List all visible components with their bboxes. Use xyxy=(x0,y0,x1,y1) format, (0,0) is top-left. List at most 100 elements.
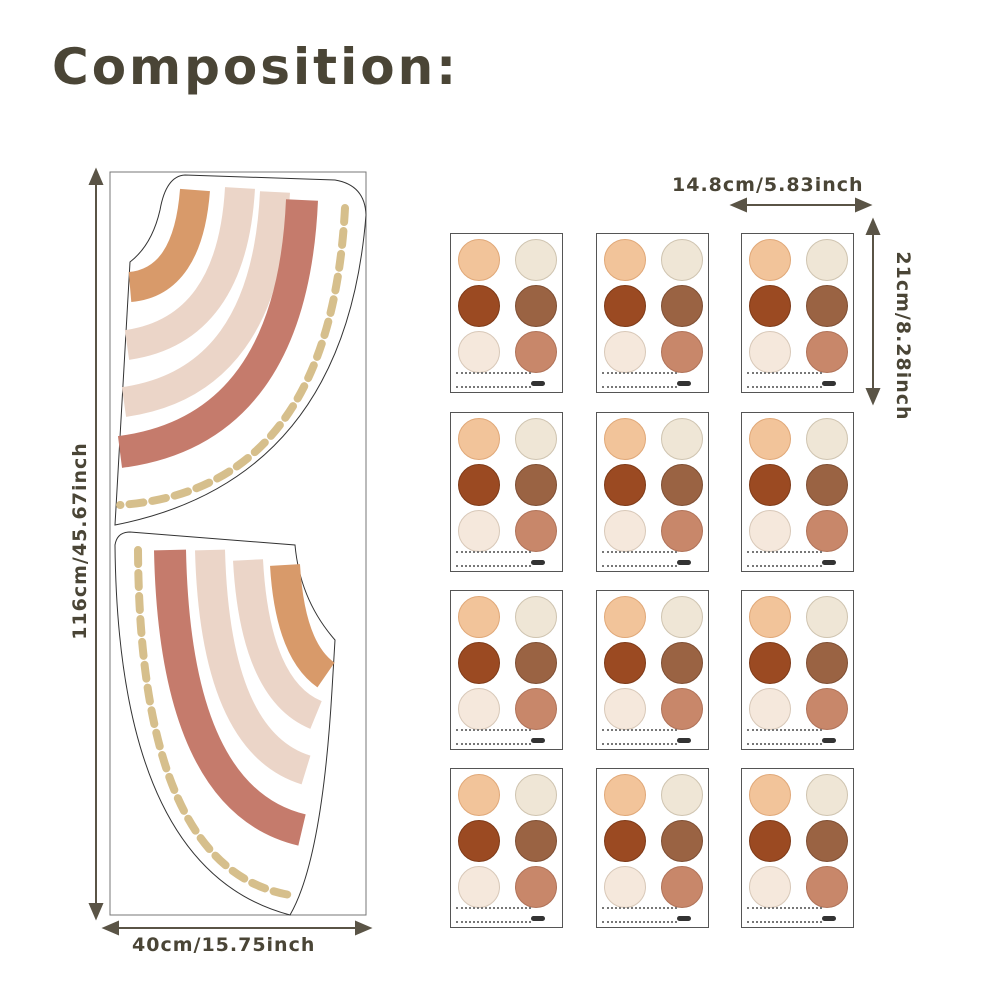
arc-red xyxy=(154,549,307,846)
dot-sticker xyxy=(661,418,703,460)
dot-sticker xyxy=(806,418,848,460)
arc-red xyxy=(117,199,318,468)
sheet-tag xyxy=(677,738,691,743)
dot-sheet xyxy=(596,768,709,928)
dot-sticker xyxy=(661,820,703,862)
arc-orange xyxy=(127,188,210,302)
dot-sheet xyxy=(741,233,854,393)
panel-frame xyxy=(109,171,367,916)
dot-sticker xyxy=(661,285,703,327)
sheet-tag xyxy=(677,560,691,565)
dot-sheet xyxy=(741,768,854,928)
sheet-tag xyxy=(531,738,545,743)
dot-sticker xyxy=(604,866,646,908)
dot-sheet xyxy=(450,412,563,572)
dot-sheet xyxy=(450,590,563,750)
dot-sticker xyxy=(515,239,557,281)
dot-sheet xyxy=(450,768,563,928)
dot-sticker xyxy=(515,596,557,638)
dot-sticker xyxy=(749,642,791,684)
fine-print xyxy=(602,372,677,388)
dot-sheet xyxy=(741,412,854,572)
dot-sticker xyxy=(458,331,500,373)
dot-sticker xyxy=(806,688,848,730)
sheet-tag xyxy=(531,560,545,565)
fine-print xyxy=(456,907,531,923)
arc-orange xyxy=(270,564,336,688)
dot-sticker xyxy=(458,774,500,816)
dot-sticker xyxy=(806,285,848,327)
sheet-tag xyxy=(822,916,836,921)
dot-sticker xyxy=(604,688,646,730)
dot-sheet xyxy=(741,590,854,750)
dot-sticker xyxy=(604,820,646,862)
dot-sticker xyxy=(661,596,703,638)
arc-pink xyxy=(233,559,323,729)
fine-print xyxy=(602,907,677,923)
fine-print xyxy=(456,372,531,388)
dot-sticker xyxy=(515,866,557,908)
dot-sticker xyxy=(604,418,646,460)
sheet-tag xyxy=(677,381,691,386)
arc-dashes xyxy=(134,546,294,899)
panel-height-label: 116cm/45.67inch xyxy=(69,442,91,640)
dot-sticker xyxy=(806,642,848,684)
dot-sheet xyxy=(596,590,709,750)
dot-sticker xyxy=(604,510,646,552)
dot-sticker xyxy=(806,331,848,373)
dot-sticker xyxy=(604,642,646,684)
dot-sticker xyxy=(515,820,557,862)
dot-sticker xyxy=(806,510,848,552)
dot-sticker xyxy=(515,688,557,730)
dot-sticker xyxy=(661,642,703,684)
dot-sticker xyxy=(806,820,848,862)
dot-sticker xyxy=(458,596,500,638)
dot-sticker xyxy=(458,820,500,862)
sheet-tag xyxy=(531,916,545,921)
dot-sticker xyxy=(806,596,848,638)
dot-sticker xyxy=(515,642,557,684)
fine-print xyxy=(747,729,822,745)
dot-sticker xyxy=(661,688,703,730)
dot-sticker xyxy=(515,418,557,460)
arc-dashes xyxy=(116,204,349,509)
dot-sticker xyxy=(515,510,557,552)
fine-print xyxy=(602,729,677,745)
dot-sticker xyxy=(515,464,557,506)
fine-print xyxy=(747,551,822,567)
dot-sticker xyxy=(749,866,791,908)
dot-sticker xyxy=(806,866,848,908)
dot-sticker xyxy=(661,464,703,506)
sheet-height-label: 21cm/8.28inch xyxy=(892,251,914,421)
dot-sticker xyxy=(458,866,500,908)
arc-pink xyxy=(121,191,290,417)
sheet-tag xyxy=(531,381,545,386)
dot-sticker xyxy=(515,285,557,327)
dot-sticker xyxy=(806,774,848,816)
dot-sticker xyxy=(604,596,646,638)
dot-sticker xyxy=(515,774,557,816)
page-title: Composition: xyxy=(52,38,460,96)
dot-sticker xyxy=(661,774,703,816)
dot-sticker xyxy=(661,331,703,373)
fine-print xyxy=(456,551,531,567)
arc-pink xyxy=(195,549,312,785)
dot-sticker xyxy=(604,285,646,327)
dot-sticker xyxy=(604,464,646,506)
dot-sticker xyxy=(806,464,848,506)
dot-sticker xyxy=(806,239,848,281)
dot-sticker xyxy=(604,239,646,281)
dot-sticker xyxy=(749,774,791,816)
arc-pink xyxy=(124,187,255,360)
dot-sticker xyxy=(458,688,500,730)
dot-sticker xyxy=(661,866,703,908)
dot-sticker xyxy=(749,596,791,638)
panel-width-label: 40cm/15.75inch xyxy=(132,934,316,956)
sheet-tag xyxy=(822,560,836,565)
dot-sticker xyxy=(604,331,646,373)
dot-sticker xyxy=(458,418,500,460)
dot-sticker xyxy=(749,510,791,552)
dot-sticker xyxy=(749,331,791,373)
dot-sticker xyxy=(604,774,646,816)
